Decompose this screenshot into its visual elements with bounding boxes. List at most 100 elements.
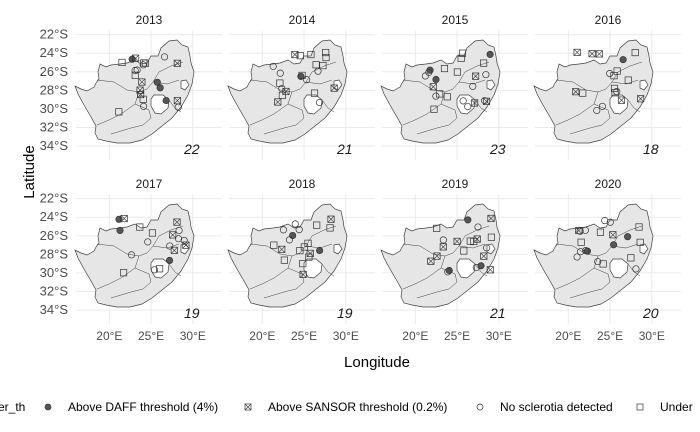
site-marker-no-sclerotia bbox=[593, 106, 601, 115]
site-marker-above-daff bbox=[289, 231, 297, 240]
site-marker-under bbox=[577, 238, 585, 246]
lat-tick-label: 34°S bbox=[40, 138, 69, 153]
site-marker-under bbox=[298, 71, 306, 79]
site-marker-above-sansor bbox=[138, 78, 146, 86]
site-marker-no-sclerotia bbox=[303, 76, 311, 84]
legend-label: Above SANSOR threshold (0.2%) bbox=[268, 400, 447, 414]
site-marker-under bbox=[139, 95, 147, 103]
legend-title: er_th bbox=[0, 400, 25, 414]
lon-tick-label: 20°E bbox=[249, 329, 275, 343]
lon-tick-label: 25°E bbox=[444, 329, 470, 343]
site-marker-no-sclerotia bbox=[581, 226, 589, 234]
site-marker-above-sansor bbox=[136, 86, 144, 94]
site-marker-no-sclerotia bbox=[481, 97, 489, 105]
panel-year-label: 2015 bbox=[442, 13, 469, 27]
site-marker-under bbox=[322, 54, 330, 62]
site-marker-under bbox=[296, 52, 304, 60]
site-marker-under bbox=[458, 49, 467, 57]
site-marker-no-sclerotia bbox=[432, 92, 440, 100]
panel-site-count: 21 bbox=[336, 141, 353, 157]
site-marker-above-sansor bbox=[274, 98, 282, 106]
lon-tick-label: 25°E bbox=[597, 329, 623, 343]
map-panel-2017: 2017 19 22°S 24°S 26°S 28°S 30°S 32°S 34°S 20°E 25… bbox=[40, 177, 222, 343]
legend-item: No sclerotia detected bbox=[476, 400, 613, 414]
site-marker-no-sclerotia bbox=[279, 226, 287, 234]
lat-tick-label: 22°S bbox=[40, 27, 69, 42]
site-marker-above-daff bbox=[624, 233, 632, 241]
site-marker-above-sansor bbox=[427, 257, 435, 265]
site-marker-no-sclerotia bbox=[269, 62, 277, 70]
site-marker-under bbox=[631, 49, 639, 57]
site-marker-above-sansor bbox=[299, 270, 307, 278]
site-marker-no-sclerotia bbox=[464, 103, 472, 111]
site-marker-above-sansor bbox=[137, 90, 145, 99]
y-axis-title: Latitude bbox=[21, 145, 38, 198]
lon-tick-label: 30°E bbox=[180, 329, 206, 343]
lon-tick-label: 20°E bbox=[402, 329, 428, 343]
lat-tick-label: 32°S bbox=[40, 120, 69, 135]
site-marker-above-sansor bbox=[330, 84, 338, 92]
site-marker-no-sclerotia bbox=[295, 226, 303, 234]
site-marker-above-daff bbox=[297, 72, 305, 80]
legend-label: Above DAFF threshold (4%) bbox=[68, 400, 218, 414]
site-marker-no-sclerotia bbox=[166, 242, 174, 250]
site-marker-no-sclerotia bbox=[482, 71, 490, 79]
x-axis-title: Longitude bbox=[344, 354, 410, 371]
lat-tick-label: 34°S bbox=[40, 302, 69, 317]
site-marker-under bbox=[433, 224, 441, 232]
panel-year-label: 2017 bbox=[136, 177, 163, 191]
site-marker-under bbox=[443, 93, 451, 101]
site-marker-no-sclerotia bbox=[439, 236, 447, 244]
site-marker-under bbox=[156, 265, 164, 273]
site-marker-under bbox=[430, 105, 438, 113]
site-marker-under bbox=[115, 108, 123, 116]
panel-year-label: 2013 bbox=[136, 13, 163, 27]
site-marker-under bbox=[322, 48, 330, 57]
site-marker-no-sclerotia bbox=[606, 218, 614, 226]
site-marker-no-sclerotia bbox=[276, 69, 284, 77]
site-marker-under bbox=[635, 223, 643, 231]
site-marker-no-sclerotia bbox=[476, 403, 484, 411]
legend-label: Under bbox=[660, 400, 693, 414]
site-marker-under bbox=[300, 243, 308, 251]
site-marker-no-sclerotia bbox=[474, 223, 482, 231]
site-marker-under bbox=[276, 79, 284, 87]
site-marker-under bbox=[310, 89, 319, 97]
site-marker-no-sclerotia bbox=[594, 258, 602, 266]
site-marker-above-daff bbox=[445, 266, 453, 275]
panel-site-count: 19 bbox=[337, 305, 353, 321]
site-marker-above-sansor bbox=[617, 96, 626, 104]
site-marker-under bbox=[296, 247, 304, 255]
panel-year-label: 2014 bbox=[289, 13, 316, 27]
site-marker-above-sansor bbox=[132, 54, 140, 62]
site-marker-no-sclerotia bbox=[127, 251, 136, 259]
site-marker-above-daff bbox=[115, 215, 123, 223]
site-marker-no-sclerotia bbox=[131, 66, 139, 74]
site-marker-above-sansor bbox=[173, 97, 181, 105]
site-marker-above-daff bbox=[432, 75, 440, 84]
site-marker-above-daff bbox=[464, 216, 472, 224]
site-marker-under bbox=[307, 51, 315, 59]
site-marker-no-sclerotia bbox=[577, 248, 585, 256]
lat-tick-label: 30°S bbox=[40, 101, 69, 116]
panel-site-count: 21 bbox=[489, 305, 506, 321]
site-marker-above-sansor bbox=[471, 99, 479, 107]
site-marker-under bbox=[453, 68, 461, 76]
site-marker-no-sclerotia bbox=[421, 72, 429, 80]
site-marker-no-sclerotia bbox=[483, 244, 491, 252]
site-marker-above-sansor bbox=[595, 50, 603, 58]
legend-item: Under bbox=[636, 400, 693, 414]
site-marker-above-sansor bbox=[327, 215, 335, 223]
panel-site-count: 20 bbox=[642, 305, 659, 321]
site-marker-under bbox=[610, 84, 619, 92]
panel-year-label: 2020 bbox=[595, 177, 622, 191]
site-marker-no-sclerotia bbox=[175, 235, 183, 243]
site-marker-no-sclerotia bbox=[444, 268, 452, 276]
site-marker-no-sclerotia bbox=[632, 265, 640, 273]
site-marker-above-sansor bbox=[173, 59, 181, 67]
site-marker-under bbox=[118, 58, 126, 66]
site-marker-above-sansor bbox=[487, 214, 495, 222]
lon-tick-label: 30°E bbox=[333, 329, 359, 343]
site-marker-above-sansor bbox=[244, 403, 252, 411]
site-marker-no-sclerotia bbox=[314, 67, 322, 75]
